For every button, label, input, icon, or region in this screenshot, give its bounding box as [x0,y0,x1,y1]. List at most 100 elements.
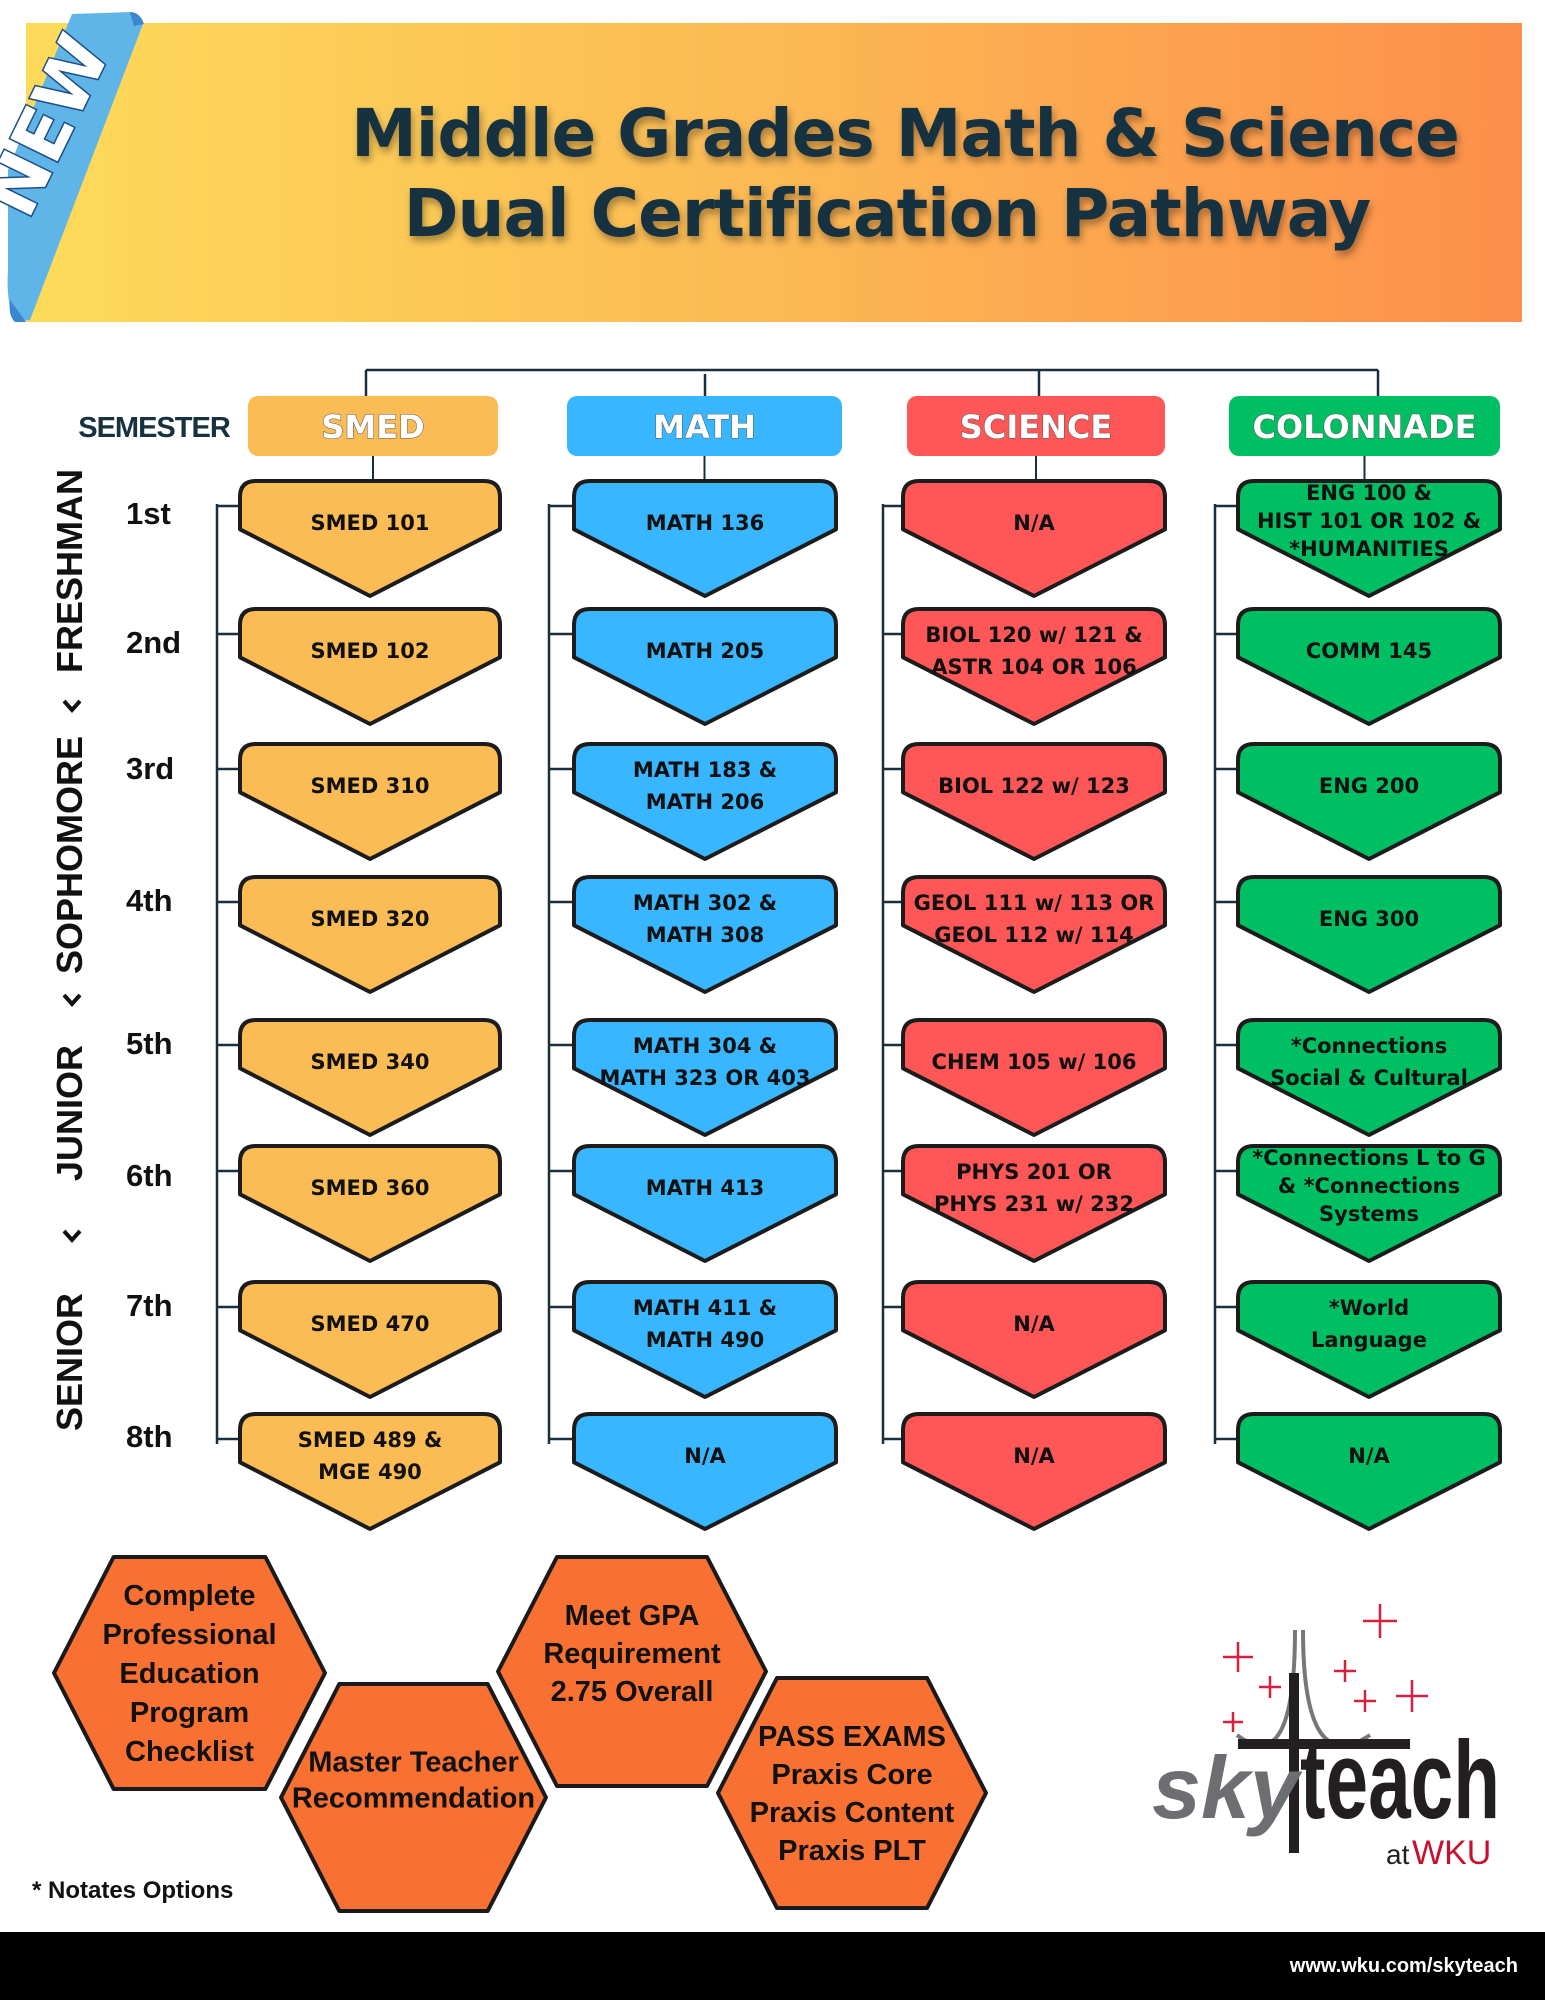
semester-1st: 1st [126,496,171,531]
course-chevron [1236,1280,1502,1399]
requirement-text: Recommendation [292,1782,535,1814]
year-labels: FRESHMAN SOPHOMORE JUNIOR SENIOR [49,469,90,1431]
course-name: MATH 490 [646,1328,765,1352]
course-name: GEOL 111 w/ 113 OR [914,891,1155,915]
course-name: Language [1311,1328,1427,1352]
semester-7th: 7th [126,1288,173,1323]
course-name: BIOL 120 w/ 121 & [925,623,1142,647]
course-chevron [238,1412,502,1531]
banner-background [26,23,1522,322]
requirement-text: Master Teacher [308,1746,519,1778]
stars-icon [1223,1604,1428,1732]
course-chevron [1236,875,1502,994]
course-chevron [1236,1144,1502,1263]
year-sophomore: SOPHOMORE [49,736,90,974]
course-card: N/A [883,1280,1167,1399]
course-card: N/A [1215,1412,1502,1531]
logo-sky: sky [1152,1738,1303,1837]
column-header-label: MATH [653,408,756,446]
course-card: SMED 102 [217,607,502,726]
course-card: ENG 200 [1215,742,1502,861]
course-card: N/A [883,1412,1167,1531]
course-name: N/A [1013,1312,1055,1336]
footer-url-link[interactable]: www.wku.com/skyteach [1289,1955,1518,1977]
course-card: ENG 300 [1215,875,1502,994]
course-name: MATH 183 & [633,758,777,782]
course-name: COMM 145 [1306,639,1432,663]
course-name: MATH 304 & [633,1034,777,1058]
course-chevron [572,875,838,994]
course-chevron [238,1144,502,1263]
requirement-text: Requirement [543,1638,721,1670]
course-chevron [572,1144,838,1263]
course-name: MATH 206 [646,790,765,814]
course-name: MATH 136 [646,511,765,535]
course-card: SMED 360 [217,1144,502,1263]
course-name: PHYS 231 w/ 232 [934,1192,1134,1216]
column-header-label: COLONNADE [1253,408,1477,446]
course-card: MATH 411 & MATH 490 [549,1280,838,1399]
course-name: Systems [1319,1202,1419,1226]
course-name: MATH 411 & [633,1296,777,1320]
title-line-2: Dual Certification Pathway [404,175,1370,252]
course-chevron [901,742,1167,861]
requirement-text: Praxis Core [771,1759,932,1791]
course-name: N/A [1013,511,1055,535]
course-chevron [1236,607,1502,726]
column-header-label: SCIENCE [960,408,1112,446]
course-chevron [238,1018,502,1137]
column-header-smed [248,396,498,456]
course-name: SMED 101 [311,511,430,535]
course-card: SMED 489 & MGE 490 [217,1412,502,1531]
course-chevron [572,1412,838,1531]
semester-5th: 5th [126,1026,173,1061]
course-card: MATH 304 & MATH 323 OR 403 [549,1018,838,1137]
footnote: * Notates Options [32,1877,233,1904]
year-senior: SENIOR [49,1293,90,1431]
column-header-label: SMED [321,408,424,446]
course-chevron [572,1280,838,1399]
course-name: SMED 310 [311,774,430,798]
year-junior: JUNIOR [49,1045,90,1181]
requirement-text: PASS EXAMS [758,1721,946,1753]
course-name: N/A [684,1444,726,1468]
semester-labels: 1st 2nd 3rd 4th 5th 6th 7th 8th [126,496,181,1454]
course-name: SMED 360 [311,1176,430,1200]
course-card: GEOL 111 w/ 113 OR GEOL 112 w/ 114 [883,875,1167,994]
semester-4th: 4th [126,883,173,918]
top-connector [364,368,1380,396]
course-chevron [238,479,502,598]
column-colonnade: COLONNADE ENG 100 & HIST 101 OR 102 & *HUMA… [1213,396,1502,1531]
course-card: SMED 320 [217,875,502,994]
course-chevron [238,1280,502,1399]
course-chevron [901,1018,1167,1137]
requirements: Complete Professional Education Program Chec… [52,1555,988,1913]
course-name: ENG 200 [1319,774,1419,798]
course-name: CHEM 105 w/ 106 [932,1050,1137,1074]
chevron-down-icon [62,993,82,1008]
semester-3rd: 3rd [126,751,174,786]
requirement-text: Professional [102,1619,276,1651]
course-card: *Connections Social & Cultural [1215,1018,1502,1137]
course-name: MATH 302 & [633,891,777,915]
course-chevron [901,1280,1167,1399]
course-card: SMED 340 [217,1018,502,1137]
course-chevron [572,742,838,861]
course-name: GEOL 112 w/ 114 [934,923,1134,947]
column-header-math [567,396,842,456]
course-card: BIOL 122 w/ 123 [883,742,1167,861]
course-card: MATH 413 [549,1144,838,1263]
course-card: ENG 100 & HIST 101 OR 102 & *HUMANITIES [1215,479,1502,598]
footer-bar [0,1932,1545,2000]
course-name: Social & Cultural [1270,1066,1468,1090]
course-name: MATH 413 [646,1176,765,1200]
logo-at: at [1386,1839,1410,1870]
column-smed: SMED SMED 101 SMED 102 SMED 310 SMED 320 SMED… [215,396,502,1531]
course-name: SMED 470 [311,1312,430,1336]
requirement-text: Education [119,1658,259,1690]
course-name: ENG 100 & [1306,481,1432,505]
course-name: ENG 300 [1319,907,1419,931]
course-chevron [901,875,1167,994]
course-chevron [901,1144,1167,1263]
